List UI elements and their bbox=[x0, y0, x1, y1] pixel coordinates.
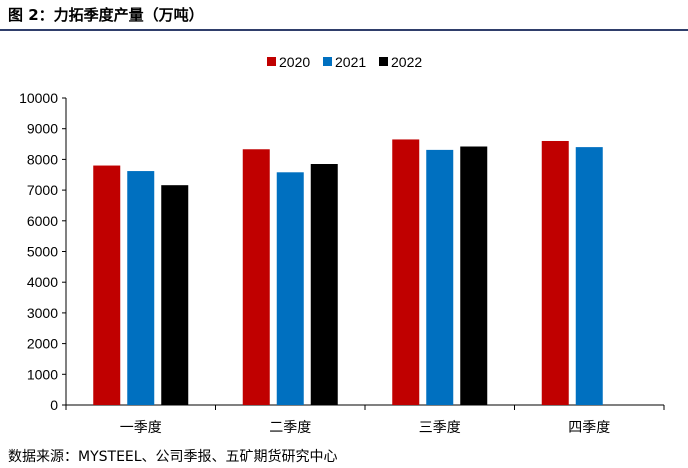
legend-swatch-2021 bbox=[323, 57, 332, 66]
bar-2022 bbox=[310, 164, 338, 405]
y-tick-label: 3000 bbox=[27, 305, 58, 321]
legend-label-2020: 2020 bbox=[279, 54, 310, 70]
y-tick-label: 1000 bbox=[27, 366, 58, 382]
y-tick-label: 8000 bbox=[27, 151, 58, 167]
legend: 2020 2021 2022 bbox=[267, 54, 422, 70]
y-tick-label: 6000 bbox=[27, 213, 58, 229]
bar-2021 bbox=[276, 172, 304, 405]
data-source-note: 数据来源：MYSTEEL、公司季报、五矿期货研究中心 bbox=[8, 449, 338, 465]
y-tick-label: 10000 bbox=[19, 90, 58, 106]
bar-2021 bbox=[426, 149, 454, 405]
x-tick-label: 四季度 bbox=[568, 419, 610, 435]
x-tick-label: 二季度 bbox=[269, 419, 311, 435]
y-tick-label: 2000 bbox=[27, 336, 58, 352]
bar-2020 bbox=[242, 149, 270, 405]
bar-2022 bbox=[161, 185, 189, 405]
x-axis: 一季度 二季度 三季度 四季度 bbox=[65, 404, 665, 435]
bar-2021 bbox=[575, 147, 603, 405]
legend-label-2022: 2022 bbox=[391, 54, 422, 70]
bar-2022 bbox=[460, 146, 488, 406]
x-tick-label: 三季度 bbox=[419, 419, 461, 435]
title-divider bbox=[0, 29, 688, 31]
bars bbox=[93, 139, 603, 406]
bar-2020 bbox=[392, 139, 420, 405]
y-tick-label: 0 bbox=[50, 397, 58, 413]
y-tick-label: 4000 bbox=[27, 274, 58, 290]
y-axis: 0 1000 2000 3000 4000 5000 6000 7000 8000 9000 100… bbox=[19, 90, 67, 413]
y-tick-label: 5000 bbox=[27, 244, 58, 260]
legend-swatch-2020 bbox=[267, 57, 276, 66]
legend-swatch-2022 bbox=[379, 57, 388, 66]
x-tick-label: 一季度 bbox=[120, 419, 162, 435]
legend-label-2021: 2021 bbox=[335, 54, 366, 70]
bar-2020 bbox=[541, 140, 569, 406]
bar-2020 bbox=[93, 165, 121, 405]
bar-2021 bbox=[127, 171, 155, 405]
y-tick-label: 7000 bbox=[27, 182, 58, 198]
chart-title: 图 2：力拓季度产量（万吨） bbox=[8, 6, 204, 24]
y-tick-label: 9000 bbox=[27, 121, 58, 137]
